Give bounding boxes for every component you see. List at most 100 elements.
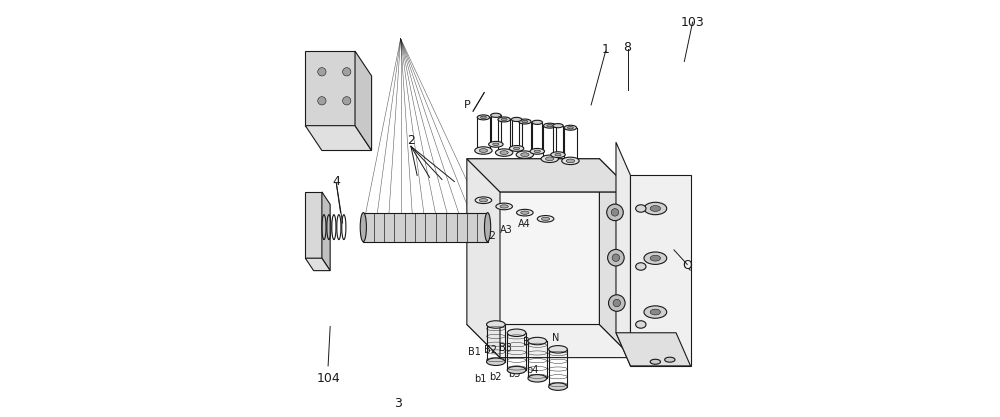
Ellipse shape — [513, 147, 520, 150]
Circle shape — [318, 97, 326, 105]
Ellipse shape — [500, 151, 508, 154]
Ellipse shape — [517, 209, 533, 216]
Text: b2: b2 — [490, 372, 502, 382]
Ellipse shape — [644, 202, 667, 215]
Text: b3: b3 — [508, 369, 521, 379]
Ellipse shape — [493, 143, 499, 146]
Ellipse shape — [534, 150, 540, 153]
Ellipse shape — [509, 146, 524, 151]
Circle shape — [608, 249, 624, 266]
Ellipse shape — [521, 153, 529, 156]
Polygon shape — [305, 51, 355, 126]
Ellipse shape — [541, 217, 550, 221]
Ellipse shape — [519, 119, 531, 124]
Polygon shape — [467, 159, 633, 192]
Circle shape — [318, 68, 326, 76]
Ellipse shape — [564, 125, 577, 130]
Polygon shape — [599, 159, 633, 358]
Polygon shape — [467, 324, 633, 358]
Ellipse shape — [507, 329, 526, 337]
Text: b1: b1 — [474, 374, 486, 384]
Text: A2: A2 — [484, 231, 497, 241]
Ellipse shape — [507, 366, 526, 374]
Circle shape — [343, 97, 351, 105]
Circle shape — [612, 254, 620, 261]
Ellipse shape — [568, 126, 573, 129]
Ellipse shape — [549, 383, 567, 390]
Circle shape — [611, 208, 619, 216]
Polygon shape — [305, 126, 372, 151]
Polygon shape — [467, 159, 500, 358]
Ellipse shape — [530, 148, 545, 154]
Ellipse shape — [528, 374, 547, 382]
Ellipse shape — [475, 197, 492, 203]
Ellipse shape — [566, 159, 575, 163]
Polygon shape — [322, 192, 330, 271]
Ellipse shape — [479, 148, 488, 152]
Ellipse shape — [528, 337, 547, 345]
Ellipse shape — [650, 206, 661, 211]
Ellipse shape — [549, 346, 567, 353]
Ellipse shape — [537, 216, 554, 222]
Text: P: P — [463, 100, 470, 110]
Ellipse shape — [487, 321, 505, 328]
Ellipse shape — [489, 141, 503, 147]
Text: B4: B4 — [523, 337, 536, 347]
Text: 2: 2 — [407, 134, 415, 147]
Ellipse shape — [522, 120, 528, 123]
Polygon shape — [363, 213, 488, 241]
Text: A1: A1 — [467, 236, 479, 246]
Ellipse shape — [481, 116, 486, 118]
Ellipse shape — [487, 358, 505, 365]
Ellipse shape — [498, 117, 510, 122]
Ellipse shape — [541, 155, 558, 163]
Ellipse shape — [484, 213, 491, 241]
Polygon shape — [305, 258, 330, 271]
FancyBboxPatch shape — [305, 192, 322, 258]
Polygon shape — [630, 176, 691, 366]
Ellipse shape — [636, 205, 646, 212]
Polygon shape — [467, 159, 599, 324]
Ellipse shape — [511, 117, 522, 121]
Text: 104: 104 — [316, 372, 340, 385]
Text: 103: 103 — [681, 16, 704, 29]
Ellipse shape — [543, 123, 556, 128]
Polygon shape — [355, 51, 372, 151]
Polygon shape — [616, 142, 630, 366]
Text: b4: b4 — [526, 365, 538, 375]
Ellipse shape — [650, 255, 661, 261]
Polygon shape — [467, 159, 633, 192]
Text: Q: Q — [682, 258, 692, 271]
Text: 4: 4 — [332, 176, 340, 188]
Ellipse shape — [500, 205, 508, 208]
Ellipse shape — [475, 147, 492, 154]
Ellipse shape — [650, 309, 661, 315]
Text: B2: B2 — [484, 345, 497, 355]
Text: 8: 8 — [624, 41, 632, 54]
Ellipse shape — [665, 357, 675, 362]
Ellipse shape — [553, 123, 563, 128]
Text: B3: B3 — [499, 343, 511, 353]
Ellipse shape — [360, 213, 366, 241]
Ellipse shape — [491, 113, 501, 117]
Ellipse shape — [551, 152, 565, 158]
Ellipse shape — [636, 321, 646, 328]
Ellipse shape — [501, 118, 507, 121]
Text: A4: A4 — [518, 219, 530, 229]
Ellipse shape — [477, 115, 490, 120]
Ellipse shape — [546, 157, 554, 161]
Ellipse shape — [644, 306, 667, 318]
Circle shape — [609, 295, 625, 311]
Text: 3: 3 — [395, 397, 402, 410]
Ellipse shape — [547, 124, 553, 127]
Ellipse shape — [555, 153, 561, 156]
Ellipse shape — [650, 359, 661, 364]
Ellipse shape — [562, 157, 579, 165]
Ellipse shape — [495, 149, 513, 156]
Circle shape — [607, 204, 623, 221]
Text: N: N — [552, 333, 560, 343]
Ellipse shape — [479, 198, 488, 202]
Text: A3: A3 — [500, 225, 513, 235]
Ellipse shape — [644, 252, 667, 264]
Ellipse shape — [521, 211, 529, 214]
